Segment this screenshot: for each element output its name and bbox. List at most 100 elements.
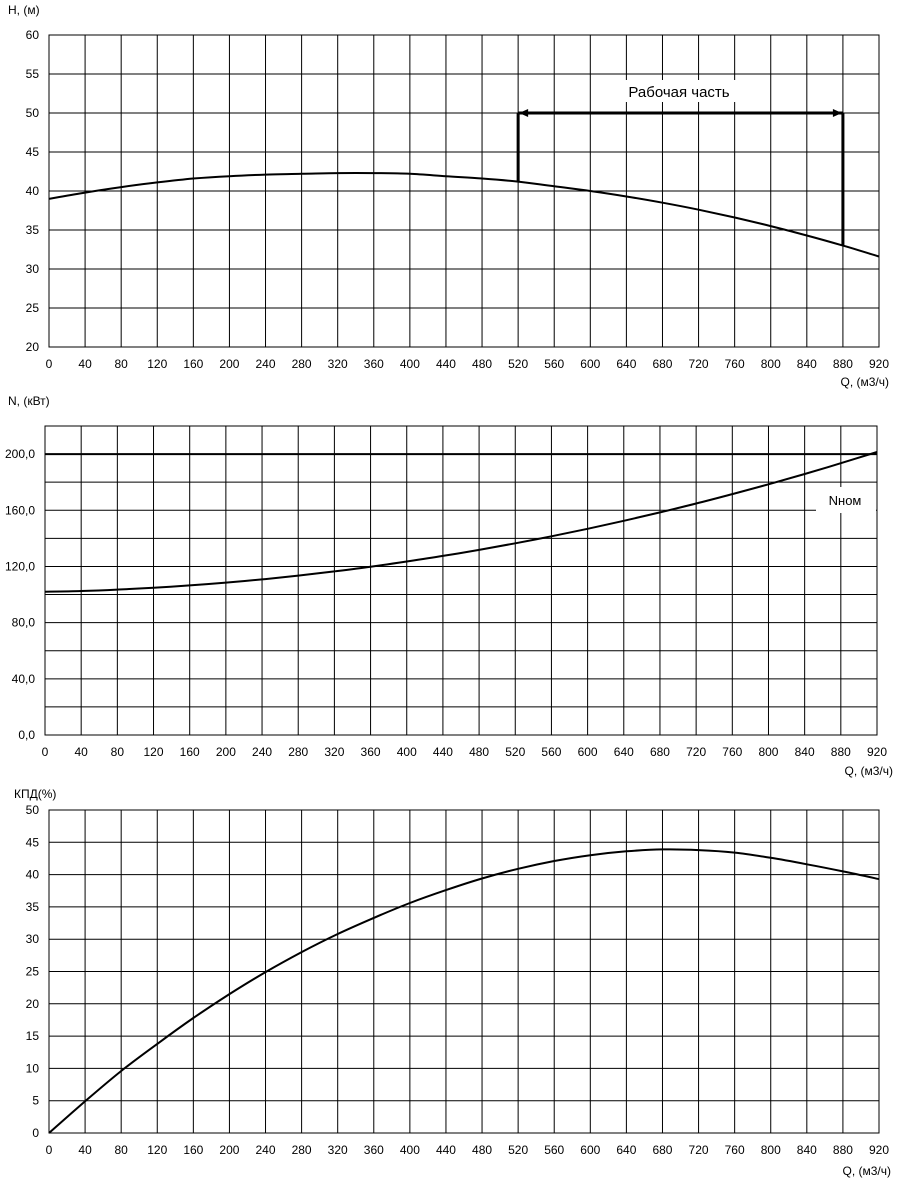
x-tick-label: 600 [578, 745, 598, 759]
x-tick-label: 400 [397, 745, 417, 759]
y-tick-label: 40,0 [12, 672, 36, 686]
x-tick-label: 680 [652, 1143, 672, 1157]
y-tick-label: 30 [26, 262, 40, 276]
series-line-0 [48, 848, 880, 1134]
x-tick-label: 440 [433, 745, 453, 759]
x-tick-label: 720 [689, 357, 709, 371]
x-tick-label: 760 [725, 1143, 745, 1157]
y-tick-label: 30 [26, 932, 40, 946]
x-tick-label: 240 [256, 357, 276, 371]
y-tick-label: 35 [26, 900, 40, 914]
y-tick-label: 50 [26, 106, 40, 120]
x-tick-label: 160 [180, 745, 200, 759]
y-axis-label: H, (м) [8, 3, 40, 17]
x-axis-label: Q, (м3/ч) [844, 764, 893, 778]
y-tick-label: 35 [26, 223, 40, 237]
efficiency-chart: 0 40 80 120 160 200 240 280 320 360 400 440 480 520 56… [14, 787, 891, 1178]
x-tick-label: 720 [686, 745, 706, 759]
x-tick-label: 560 [541, 745, 561, 759]
x-tick-label: 840 [797, 357, 817, 371]
plot-frame [48, 809, 880, 1134]
x-tick-label: 400 [400, 1143, 420, 1157]
x-tick-label: 240 [252, 745, 272, 759]
x-tick-label: 920 [869, 357, 889, 371]
x-tick-label: 640 [616, 1143, 636, 1157]
x-tick-label: 320 [328, 357, 348, 371]
y-tick-label: 60 [26, 28, 40, 42]
x-tick-label: 840 [795, 745, 815, 759]
x-tick-label: 880 [833, 1143, 853, 1157]
x-tick-label: 320 [328, 1143, 348, 1157]
series-line-0 [44, 451, 878, 593]
x-tick-label: 200 [219, 357, 239, 371]
y-tick-label: 160,0 [5, 503, 35, 517]
x-tick-label: 280 [288, 745, 308, 759]
x-tick-label: 40 [78, 1143, 92, 1157]
x-tick-label: 120 [147, 357, 167, 371]
x-tick-label: 160 [183, 1143, 203, 1157]
x-tick-label: 120 [147, 1143, 167, 1157]
x-tick-label: 80 [111, 745, 125, 759]
x-tick-label: 520 [505, 745, 525, 759]
x-tick-label: 200 [216, 745, 236, 759]
x-tick-label: 360 [364, 357, 384, 371]
x-tick-label: 480 [472, 1143, 492, 1157]
x-tick-label: 880 [831, 745, 851, 759]
x-tick-label: 640 [614, 745, 634, 759]
x-tick-label: 680 [652, 357, 672, 371]
x-tick-label: 800 [758, 745, 778, 759]
y-axis-label: КПД(%) [14, 787, 56, 801]
y-tick-label: 200,0 [5, 447, 35, 461]
working-range-label: Рабочая часть [628, 84, 729, 101]
x-tick-label: 80 [114, 1143, 128, 1157]
x-tick-label: 560 [544, 357, 564, 371]
power-chart: 0 40 80 120 160 200 240 280 320 360 400 440 480 520 56… [5, 394, 893, 778]
y-tick-label: 20 [26, 997, 40, 1011]
y-tick-label: 25 [26, 965, 40, 979]
x-tick-label: 320 [324, 745, 344, 759]
y-tick-label: 5 [32, 1094, 39, 1108]
y-tick-label: 45 [26, 145, 40, 159]
x-tick-label: 0 [46, 357, 53, 371]
x-tick-label: 480 [469, 745, 489, 759]
x-tick-label: 800 [761, 357, 781, 371]
y-tick-label: 120,0 [5, 559, 35, 573]
x-tick-label: 680 [650, 745, 670, 759]
y-tick-label: 55 [26, 67, 40, 81]
series-line-0 [48, 171, 880, 258]
x-tick-label: 0 [46, 1143, 53, 1157]
x-tick-label: 280 [292, 1143, 312, 1157]
x-tick-label: 440 [436, 1143, 456, 1157]
plot-frame [44, 425, 878, 736]
x-tick-label: 80 [114, 357, 128, 371]
x-tick-label: 240 [256, 1143, 276, 1157]
x-tick-label: 720 [689, 1143, 709, 1157]
y-axis-label: N, (кВт) [8, 394, 50, 408]
x-tick-label: 200 [219, 1143, 239, 1157]
x-tick-label: 800 [761, 1143, 781, 1157]
x-tick-label: 600 [580, 1143, 600, 1157]
nnom-label-bg [816, 487, 876, 513]
x-tick-label: 40 [74, 745, 88, 759]
x-tick-label: 640 [616, 357, 636, 371]
x-tick-label: 160 [183, 357, 203, 371]
plot-frame [48, 34, 880, 348]
x-tick-label: 880 [833, 357, 853, 371]
x-tick-label: 760 [725, 357, 745, 371]
x-tick-label: 480 [472, 357, 492, 371]
x-axis-label: Q, (м3/ч) [842, 1164, 891, 1178]
x-tick-label: 440 [436, 357, 456, 371]
y-tick-label: 10 [26, 1061, 40, 1075]
x-tick-label: 400 [400, 357, 420, 371]
x-tick-label: 520 [508, 1143, 528, 1157]
y-tick-label: 40 [26, 868, 40, 882]
y-tick-label: 25 [26, 301, 40, 315]
x-tick-label: 840 [797, 1143, 817, 1157]
y-tick-label: 20 [26, 340, 40, 354]
x-axis-label: Q, (м3/ч) [840, 375, 889, 389]
x-tick-label: 560 [544, 1143, 564, 1157]
x-tick-label: 920 [869, 1143, 889, 1157]
x-tick-label: 40 [78, 357, 92, 371]
y-tick-label: 50 [26, 803, 40, 817]
